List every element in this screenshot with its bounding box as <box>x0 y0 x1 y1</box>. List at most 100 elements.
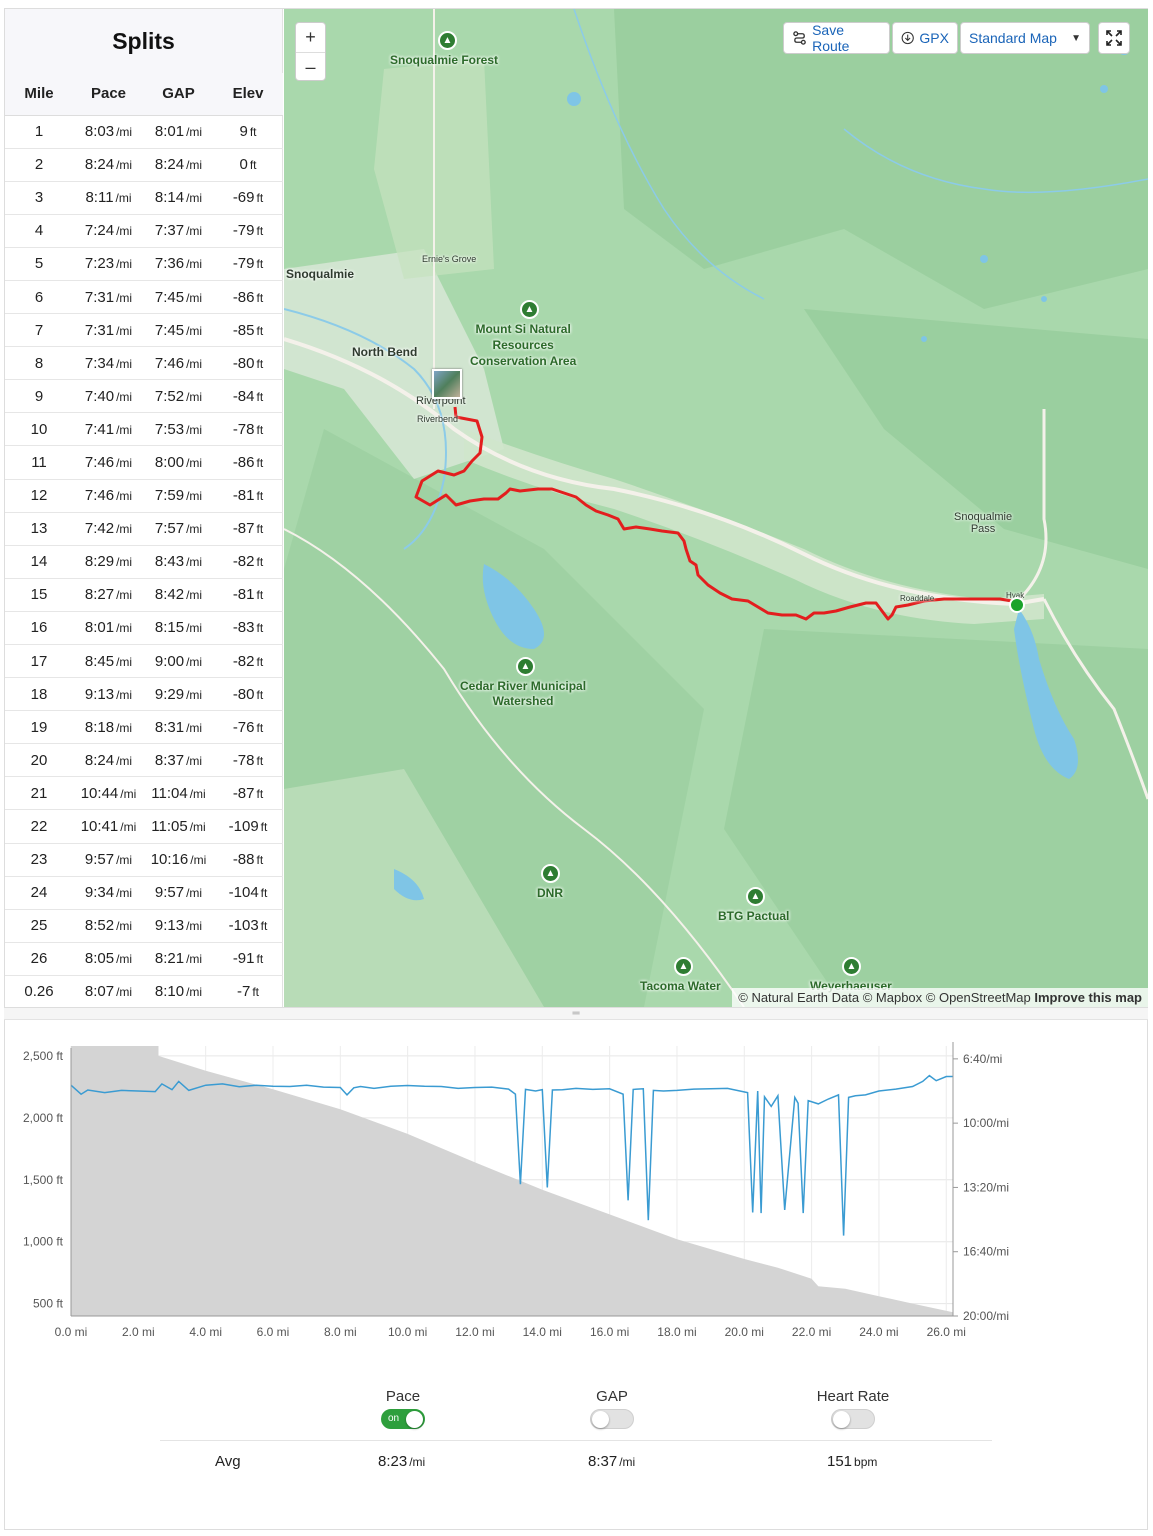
split-row[interactable]: 10 7:41/mi 7:53/mi -78 ft <box>5 412 283 447</box>
split-row[interactable]: 18 9:13/mi 9:29/mi -80 ft <box>5 677 283 712</box>
heart-rate-toggle[interactable] <box>831 1409 875 1429</box>
split-elev-value: -85 <box>232 321 255 339</box>
split-row[interactable]: 3 8:11/mi 8:14/mi -69 ft <box>5 181 283 215</box>
split-elev-cell: -81 ft <box>213 578 283 612</box>
heart-rate-toggle-label: Heart Rate <box>816 1388 890 1405</box>
pace-line <box>70 1074 953 1236</box>
split-row[interactable]: 12 7:46/mi 7:59/mi -81 ft <box>5 479 283 513</box>
split-gap-cell: 8:21/mi <box>144 942 213 976</box>
split-row[interactable]: 1 8:03/mi 8:01/mi 9 ft <box>5 115 283 149</box>
avg-gap: 8:37/mi <box>588 1453 635 1470</box>
split-mile-value: 24 <box>30 884 48 902</box>
route-map[interactable]: + – Save Route GPX Standard Map ▼ ▲ ▲ ▲ … <box>284 9 1148 1007</box>
activity-photo-thumbnail[interactable] <box>432 369 462 399</box>
split-gap-value: 7:45 <box>154 321 185 339</box>
split-gap-cell: 7:45/mi <box>144 280 213 315</box>
tree-icon: ▲ <box>541 864 560 883</box>
pace-toggle-group: Pace on <box>348 1388 458 1433</box>
split-elev-unit: ft <box>256 323 264 338</box>
improve-map-link[interactable]: Improve this map <box>1034 990 1142 1005</box>
split-row[interactable]: 19 8:18/mi 8:31/mi -76 ft <box>5 710 283 745</box>
map-attribution: © Natural Earth Data © Mapbox © OpenStre… <box>732 988 1148 1007</box>
map-style-dropdown[interactable]: Standard Map ▼ <box>960 22 1090 54</box>
split-row[interactable]: 14 8:29/mi 8:43/mi -82 ft <box>5 545 283 579</box>
split-row[interactable]: 6 7:31/mi 7:45/mi -86 ft <box>5 280 283 315</box>
split-mile-value: 13 <box>30 520 48 538</box>
pace-toggle[interactable]: on <box>381 1409 425 1429</box>
split-mile-cell: 5 <box>5 247 73 281</box>
split-row[interactable]: 8 7:34/mi 7:46/mi -80 ft <box>5 346 283 381</box>
split-gap-cell: 8:14/mi <box>144 181 213 215</box>
split-mile-cell: 23 <box>5 843 73 877</box>
route-end-marker <box>1009 597 1025 613</box>
split-elev-value: -80 <box>232 354 255 372</box>
split-mile-value: 15 <box>30 586 48 604</box>
split-pace-value: 8:07 <box>84 983 115 1001</box>
split-row[interactable]: 13 7:42/mi 7:57/mi -87 ft <box>5 512 283 546</box>
split-gap-value: 9:00 <box>154 652 185 670</box>
split-gap-cell: 7:59/mi <box>144 479 213 513</box>
map-label-north-bend: North Bend <box>352 345 418 359</box>
split-elev-cell: -81 ft <box>213 479 283 513</box>
split-row[interactable]: 7 7:31/mi 7:45/mi -85 ft <box>5 313 283 348</box>
split-row[interactable]: 23 9:57/mi 10:16/mi -88 ft <box>5 843 283 877</box>
split-row[interactable]: 15 8:27/mi 8:42/mi -81 ft <box>5 578 283 612</box>
fullscreen-button[interactable] <box>1098 22 1130 54</box>
split-pace-cell: 8:52/mi <box>73 909 144 943</box>
split-row[interactable]: 20 8:24/mi 8:37/mi -78 ft <box>5 743 283 778</box>
x-tick-label: 26.0 mi <box>927 1325 966 1339</box>
split-gap-cell: 9:00/mi <box>144 644 213 679</box>
split-elev-cell: -91 ft <box>213 942 283 976</box>
split-pace-value: 7:46 <box>84 487 115 505</box>
split-gap-unit: /mi <box>186 455 203 470</box>
gap-toggle[interactable] <box>590 1409 634 1429</box>
split-elev-value: -81 <box>232 586 255 604</box>
elevation-pace-chart[interactable]: 2,500 ft 2,000 ft 1,500 ft 1,000 ft 500 ft 6:… <box>5 1030 1145 1340</box>
split-gap-unit: /mi <box>189 786 206 801</box>
split-mile-cell: 1 <box>5 115 73 149</box>
split-mile-cell: 14 <box>5 545 73 579</box>
split-row[interactable]: 25 8:52/mi 9:13/mi -103 ft <box>5 909 283 943</box>
toggle-knob <box>592 1411 609 1428</box>
split-row[interactable]: 2 8:24/mi 8:24/mi 0 ft <box>5 148 283 182</box>
toggle-knob <box>833 1411 850 1428</box>
split-pace-value: 8:24 <box>84 156 115 174</box>
split-row[interactable]: 0.26 8:07/mi 8:10/mi -7 ft <box>5 975 283 1010</box>
split-pace-cell: 10:41/mi <box>73 809 144 844</box>
split-gap-cell: 8:31/mi <box>144 710 213 745</box>
gpx-download-button[interactable]: GPX <box>892 22 958 54</box>
split-pace-unit: /mi <box>116 588 133 603</box>
save-route-button[interactable]: Save Route <box>783 22 890 54</box>
split-row[interactable]: 9 7:40/mi 7:52/mi -84 ft <box>5 379 283 414</box>
split-pace-unit: /mi <box>116 422 133 437</box>
split-pace-unit: /mi <box>116 125 133 140</box>
split-row[interactable]: 16 8:01/mi 8:15/mi -83 ft <box>5 611 283 646</box>
split-row[interactable]: 26 8:05/mi 8:21/mi -91 ft <box>5 942 283 976</box>
split-row[interactable]: 17 8:45/mi 9:00/mi -82 ft <box>5 644 283 679</box>
split-row[interactable]: 11 7:46/mi 8:00/mi -86 ft <box>5 445 283 480</box>
split-mile-value: 5 <box>34 255 44 273</box>
split-gap-unit: /mi <box>186 919 203 934</box>
split-gap-cell: 8:42/mi <box>144 578 213 612</box>
split-row[interactable]: 22 10:41/mi 11:05/mi -109 ft <box>5 809 283 844</box>
split-mile-value: 26 <box>30 950 48 968</box>
split-row[interactable]: 4 7:24/mi 7:37/mi -79 ft <box>5 214 283 248</box>
split-pace-value: 9:34 <box>84 884 115 902</box>
split-pace-unit: /mi <box>116 555 133 570</box>
split-mile-value: 6 <box>34 288 44 306</box>
split-row[interactable]: 24 9:34/mi 9:57/mi -104 ft <box>5 876 283 910</box>
split-mile-cell: 16 <box>5 611 73 646</box>
map-label-roaddale: Roaddale <box>900 594 935 603</box>
resize-handle[interactable]: ═ <box>4 1008 1148 1020</box>
zoom-out-button[interactable]: – <box>296 52 325 81</box>
zoom-in-button[interactable]: + <box>305 27 316 47</box>
split-pace-value: 8:29 <box>84 553 115 571</box>
split-mile-value: 8 <box>34 354 44 372</box>
split-gap-unit: /mi <box>186 720 203 735</box>
split-gap-unit: /mi <box>186 224 203 239</box>
split-pace-value: 7:46 <box>84 453 115 471</box>
col-header-gap: GAP <box>144 73 213 116</box>
split-elev-cell: -86 ft <box>213 445 283 480</box>
split-row[interactable]: 21 10:44/mi 11:04/mi -87 ft <box>5 776 283 811</box>
split-row[interactable]: 5 7:23/mi 7:36/mi -79 ft <box>5 247 283 281</box>
